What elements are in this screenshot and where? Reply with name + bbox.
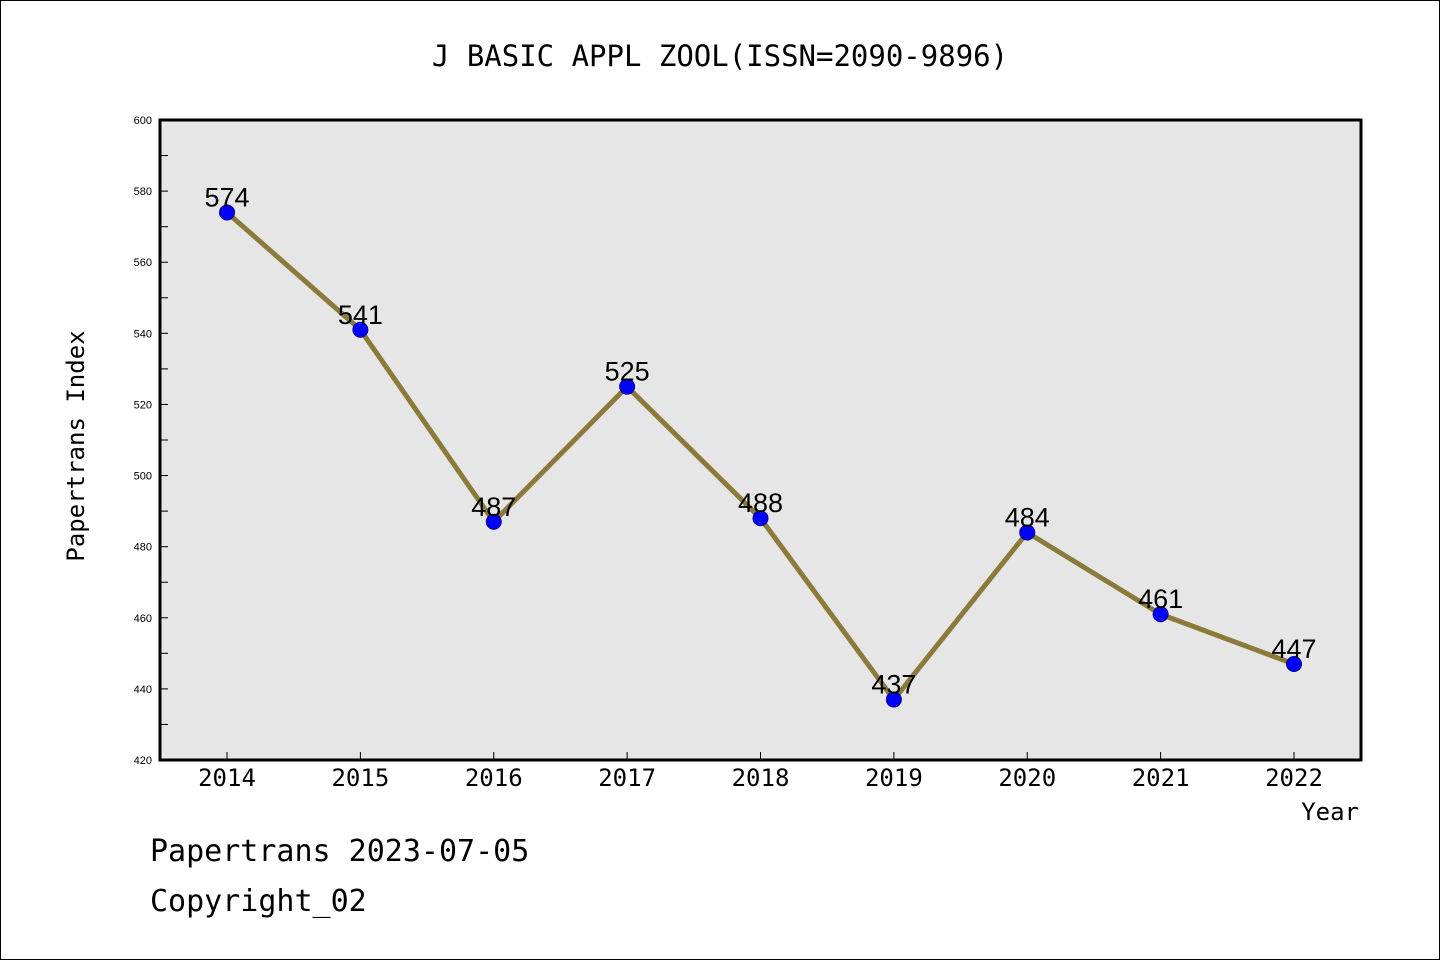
x-tick-label: 2017 xyxy=(598,764,656,792)
y-tick-label: 480 xyxy=(134,542,152,554)
x-axis-label: Year xyxy=(1301,798,1359,826)
y-tick-label: 460 xyxy=(134,613,152,625)
data-point xyxy=(752,510,769,527)
y-tick-label: 540 xyxy=(134,328,152,340)
data-label: 484 xyxy=(1005,502,1050,532)
y-tick-label: 600 xyxy=(134,115,152,127)
x-tick-label: 2015 xyxy=(331,764,389,792)
y-tick-label: 440 xyxy=(134,684,152,696)
x-tick-label: 2018 xyxy=(732,764,790,792)
y-tick-label: 520 xyxy=(134,399,152,411)
y-axis: 420 440 460 480 500 520 540 560 580 600 xyxy=(134,115,168,767)
data-label: 488 xyxy=(738,488,783,518)
data-label: 525 xyxy=(605,357,650,387)
data-labels: 574 541 487 525 488 437 484 461 447 xyxy=(204,182,1316,699)
x-tick-label: 2020 xyxy=(998,764,1056,792)
data-point xyxy=(885,691,902,708)
x-tick-label: 2014 xyxy=(198,764,256,792)
data-point xyxy=(619,378,636,395)
x-axis: 2014 2015 2016 2017 2018 2019 2020 2021 2022 xyxy=(198,752,1323,792)
x-tick-label: 2019 xyxy=(865,764,923,792)
footer-date: Papertrans 2023-07-05 xyxy=(150,834,530,869)
footer-copyright: Copyright_02 xyxy=(150,884,367,919)
data-point xyxy=(352,321,369,338)
data-point xyxy=(1286,656,1302,672)
data-label: 541 xyxy=(338,300,383,330)
data-label: 447 xyxy=(1271,634,1316,664)
data-point xyxy=(485,513,502,530)
data-label: 437 xyxy=(871,670,916,700)
data-point xyxy=(1019,524,1036,541)
plot-area xyxy=(158,118,1363,762)
chart-title: J BASIC APPL ZOOL(ISSN=2090-9896) xyxy=(432,39,1008,73)
data-label: 461 xyxy=(1138,584,1183,614)
data-point xyxy=(1152,606,1169,623)
data-point xyxy=(219,204,235,221)
x-tick-label: 2022 xyxy=(1265,764,1323,792)
data-label: 487 xyxy=(471,492,516,522)
x-tick-label: 2016 xyxy=(465,764,523,792)
y-tick-label: 580 xyxy=(134,186,152,198)
data-label: 574 xyxy=(204,182,249,212)
y-tick-label: 420 xyxy=(134,755,152,767)
y-axis-label: Papertrans Index xyxy=(62,330,90,561)
data-points xyxy=(219,204,1302,708)
y-tick-label: 560 xyxy=(134,257,152,269)
y-tick-label: 500 xyxy=(134,471,152,483)
x-tick-label: 2021 xyxy=(1132,764,1190,792)
